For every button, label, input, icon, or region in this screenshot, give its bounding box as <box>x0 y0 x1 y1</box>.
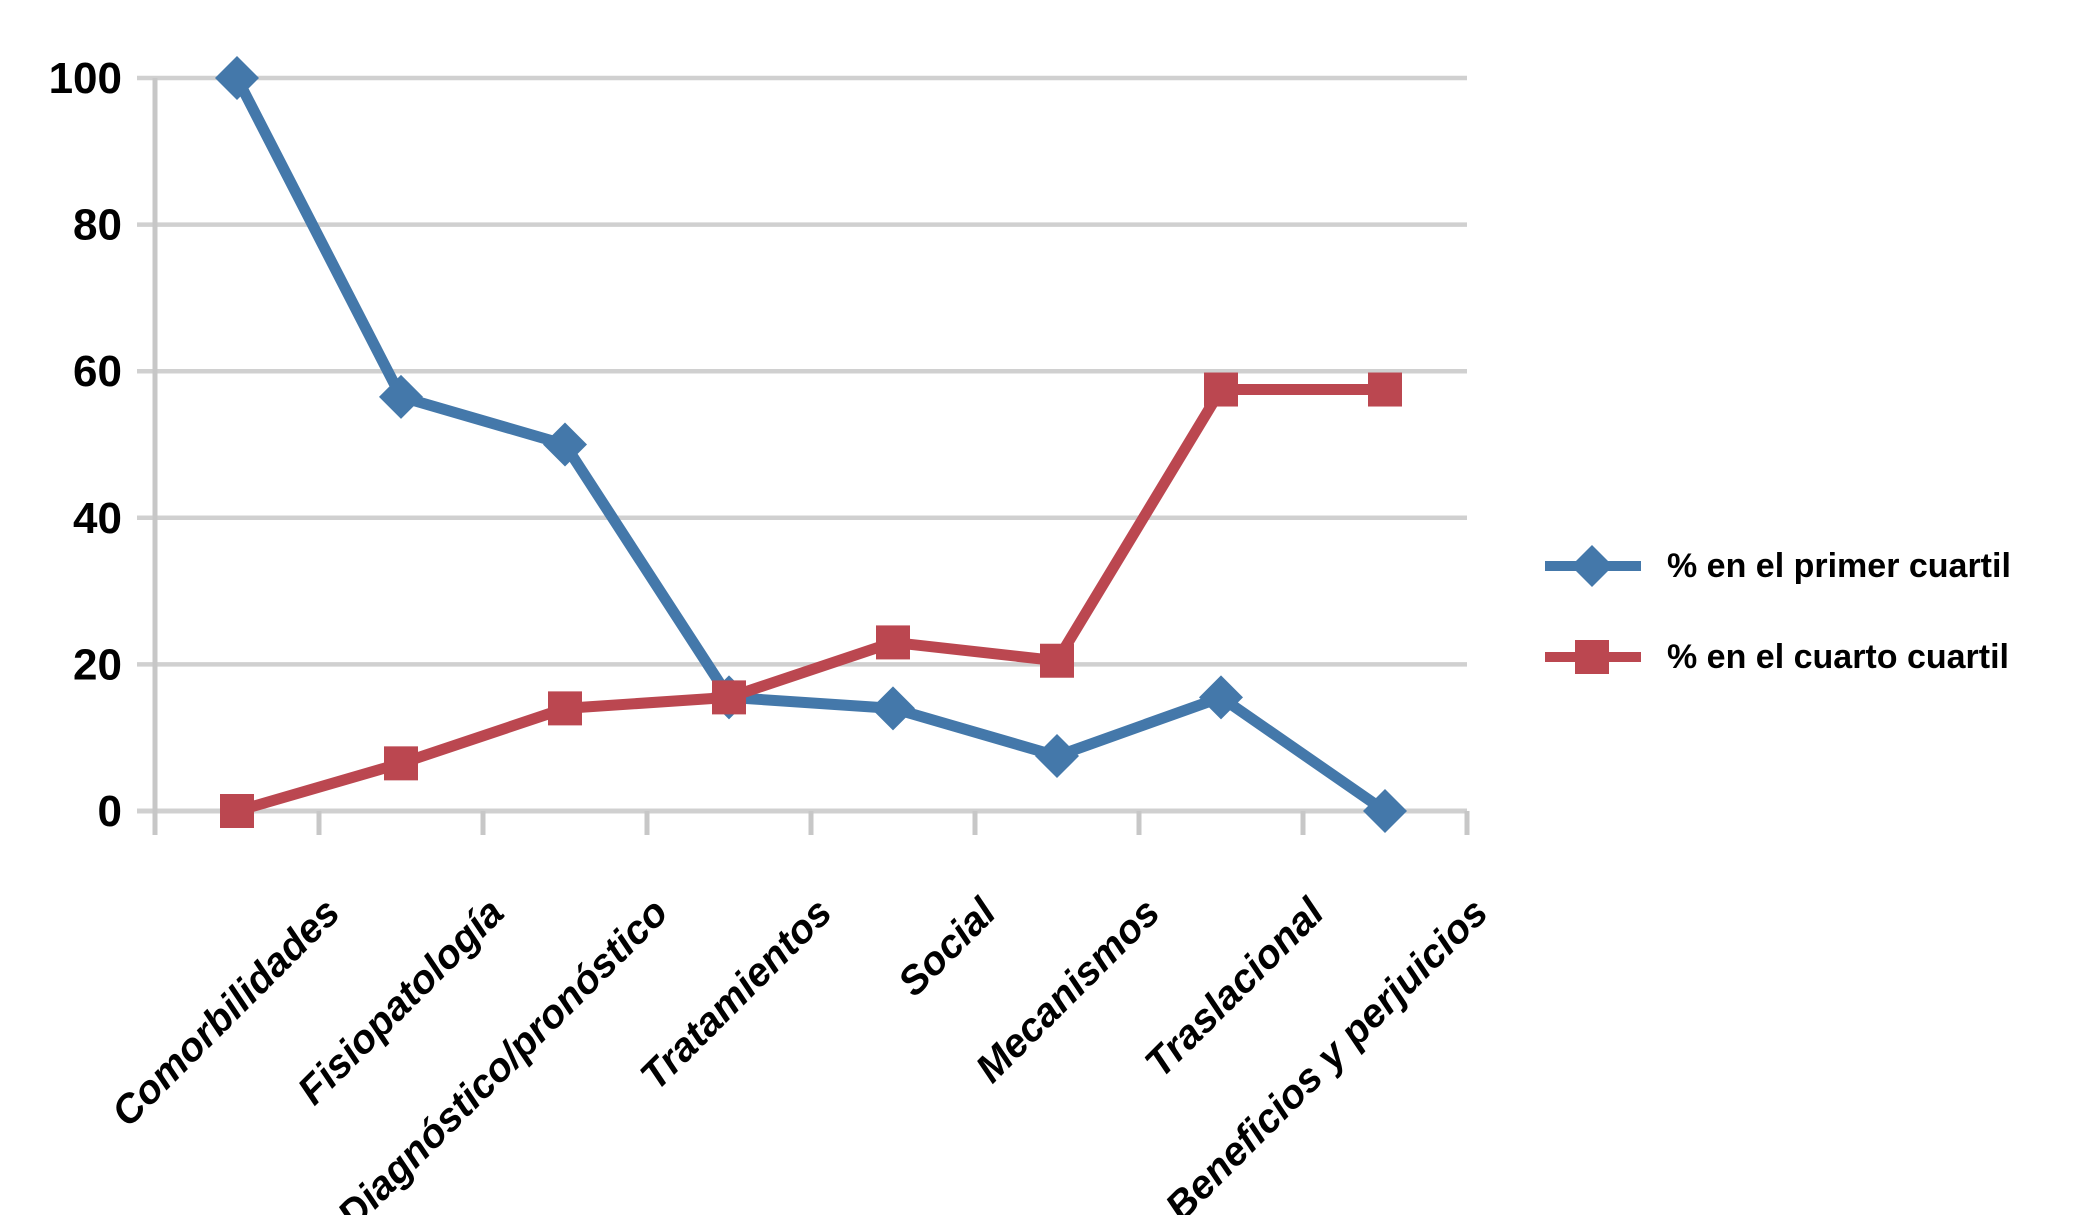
legend-label-cuarto-cuartil: % en el cuarto cuartil <box>1667 637 2009 676</box>
y-tick-label-100: 100 <box>49 54 122 103</box>
y-tick-label-60: 60 <box>73 347 122 396</box>
y-tick-label-20: 20 <box>73 640 122 689</box>
data-point-diamond <box>1363 789 1407 833</box>
chart-legend: % en el primer cuartil % en el cuarto cu… <box>1545 542 2011 681</box>
x-category-label: Social <box>890 890 1005 1005</box>
legend-swatch-square <box>1575 640 1609 674</box>
data-point-diamond <box>1199 675 1243 720</box>
legend-diamond-marker-icon <box>1545 545 1641 587</box>
data-point-square <box>712 680 746 715</box>
legend-item-primer-cuartil: % en el primer cuartil <box>1545 542 2011 590</box>
data-point-square <box>548 691 582 726</box>
data-point-square <box>1204 372 1238 407</box>
series-line-1 <box>231 384 1391 817</box>
data-point-square <box>220 794 254 828</box>
y-tick-label-40: 40 <box>73 494 122 543</box>
data-point-square <box>1368 372 1402 407</box>
data-point-diamond <box>543 422 587 467</box>
data-point-square <box>384 746 418 781</box>
legend-label-primer-cuartil: % en el primer cuartil <box>1667 546 2011 585</box>
data-point-diamond <box>1035 734 1079 779</box>
data-point-square <box>876 625 910 660</box>
y-tick-label-0: 0 <box>98 787 122 836</box>
data-point-diamond <box>215 56 259 100</box>
y-tick-label-80: 80 <box>73 201 122 250</box>
legend-swatch-diamond <box>1571 545 1613 587</box>
series-line-0 <box>231 72 1391 817</box>
data-point-diamond <box>871 686 915 731</box>
x-category-label: Beneficios y perjuicios <box>1157 890 1496 1215</box>
x-category-label: Diagnóstico/pronóstico <box>329 890 676 1215</box>
legend-square-marker-icon <box>1545 640 1641 674</box>
data-point-square <box>1040 643 1074 678</box>
legend-item-cuarto-cuartil: % en el cuarto cuartil <box>1545 633 2011 681</box>
data-point-diamond <box>379 374 423 419</box>
